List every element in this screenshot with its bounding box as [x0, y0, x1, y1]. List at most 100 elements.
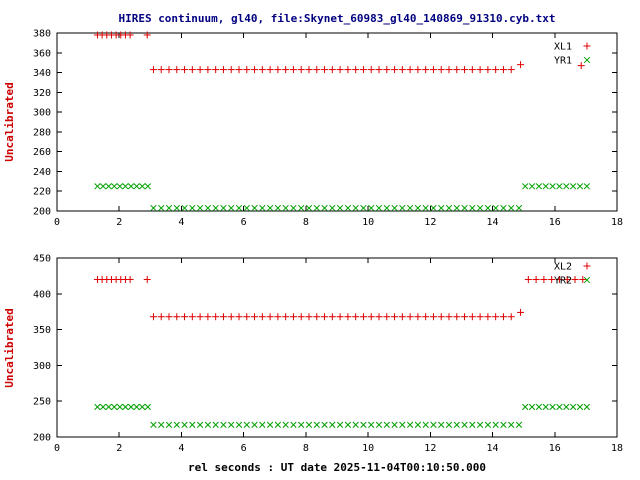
cross-marker-line — [282, 421, 289, 428]
y-tick-label: 200 — [33, 433, 51, 444]
x-tick-label: 6 — [241, 443, 247, 454]
cross-marker-line — [430, 204, 437, 212]
cross-marker-line — [556, 403, 563, 411]
y-tick-label: 320 — [33, 88, 51, 99]
cross-marker-line — [352, 204, 359, 212]
cross-marker-line — [522, 183, 529, 190]
cross-marker-line — [305, 204, 313, 212]
y-tick-label: 280 — [33, 127, 51, 138]
cross-marker-line — [500, 421, 507, 428]
cross-marker-line — [189, 204, 196, 212]
cross-marker-line — [344, 204, 352, 212]
cross-marker-line — [360, 421, 367, 428]
cross-marker-line — [508, 421, 515, 428]
cross-marker-line — [406, 204, 414, 212]
y-tick-label: 400 — [33, 289, 51, 300]
cross-marker-line — [414, 421, 422, 428]
cross-marker-line — [508, 204, 515, 212]
x-tick-label: 18 — [611, 217, 623, 228]
cross-marker-line — [144, 403, 151, 411]
cross-marker-line — [139, 183, 146, 190]
cross-marker-line — [313, 204, 320, 212]
cross-marker-line — [111, 403, 118, 411]
y-tick-label: 340 — [33, 68, 51, 79]
cross-marker-line — [158, 204, 165, 212]
plot-border — [56, 257, 618, 438]
cross-marker-line — [173, 204, 180, 212]
plot-top: 0 2 4 6 8 10 12 14 16 18 200 220 240 260 280 300 320 340 3… — [33, 29, 623, 229]
cross-marker-line — [391, 204, 398, 212]
cross-marker-line — [251, 421, 258, 428]
x-tick-label: 14 — [487, 443, 499, 454]
cross-marker-line — [515, 421, 523, 428]
cross-marker-line — [406, 421, 414, 428]
cross-marker-line — [422, 421, 429, 428]
cross-marker-line — [321, 421, 328, 428]
y-tick-label: 200 — [33, 207, 51, 218]
cross-marker-line — [266, 421, 274, 428]
cross-marker-line — [266, 204, 274, 212]
cross-marker-line — [220, 421, 227, 428]
cross-marker-line — [368, 421, 375, 428]
series-YR2 — [94, 403, 590, 428]
cross-marker-line — [150, 421, 157, 428]
x-tick-label: 4 — [178, 217, 184, 228]
cross-marker-line — [476, 421, 484, 428]
x-tick-label: 12 — [424, 217, 436, 228]
cross-marker-line — [336, 204, 344, 212]
cross-marker-line — [122, 403, 129, 411]
cross-marker-line — [181, 204, 188, 212]
cross-marker-line — [535, 403, 543, 411]
cross-marker-line — [438, 421, 445, 428]
cross-marker-line — [196, 204, 204, 212]
legend-marker-XL2 — [583, 262, 591, 270]
legend-marker-YR1 — [583, 56, 591, 64]
cross-marker-line — [430, 421, 437, 428]
cross-marker-line — [111, 183, 118, 190]
cross-marker-line — [336, 421, 344, 428]
cross-marker-line — [274, 204, 282, 212]
cross-marker-line — [375, 421, 383, 428]
cross-marker-line — [542, 403, 549, 411]
cross-marker-line — [399, 421, 406, 428]
cross-marker-line — [305, 421, 313, 428]
cross-marker-line — [391, 421, 398, 428]
y-tick-label: 240 — [33, 167, 51, 178]
cross-marker-line — [528, 403, 536, 411]
cross-marker-line — [500, 204, 507, 212]
x-tick-label: 2 — [116, 443, 122, 454]
cross-marker-line — [105, 403, 112, 411]
y-tick-label: 380 — [33, 29, 51, 40]
cross-marker-line — [105, 183, 112, 190]
legend-label-YR1: YR1 — [554, 56, 572, 67]
legend-marker-YR2 — [583, 276, 591, 284]
y-tick-label: 250 — [33, 397, 51, 408]
cross-marker-line — [139, 403, 146, 411]
cross-marker-line — [535, 183, 543, 190]
cross-marker-line — [556, 183, 563, 190]
cross-marker-line — [251, 204, 258, 212]
cross-marker-line — [243, 421, 250, 428]
cross-marker-line — [563, 183, 570, 190]
cross-marker-line — [282, 204, 289, 212]
cross-marker-line — [243, 204, 250, 212]
legend-marker-XL1 — [583, 42, 591, 50]
plot-border — [56, 32, 618, 212]
cross-marker-line — [583, 403, 590, 411]
y-tick-label: 300 — [33, 361, 51, 372]
cross-marker-line — [133, 403, 140, 411]
cross-marker-line — [165, 204, 173, 212]
x-tick-label: 16 — [549, 217, 561, 228]
cross-marker-line — [569, 403, 577, 411]
cross-marker-line — [321, 204, 328, 212]
cross-marker-line — [212, 421, 219, 428]
x-tick-label: 16 — [549, 443, 561, 454]
x-tick-label: 18 — [611, 443, 623, 454]
series-XL1 — [93, 31, 585, 74]
y-tick-label: 350 — [33, 325, 51, 336]
cross-marker-line — [212, 204, 219, 212]
xlabel: rel seconds : UT date 2025-11-04T00:10:5… — [188, 461, 486, 474]
cross-marker-line — [576, 403, 584, 411]
cross-marker-line — [569, 183, 577, 190]
